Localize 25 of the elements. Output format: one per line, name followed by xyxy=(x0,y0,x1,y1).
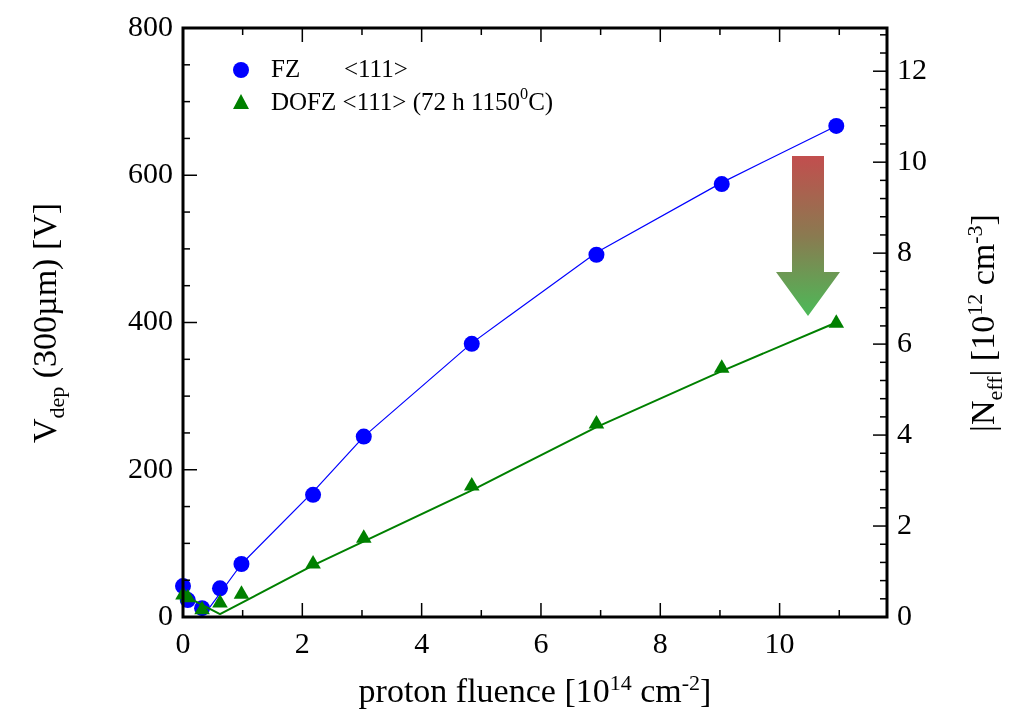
legend-label: FZ <111> xyxy=(271,54,408,82)
y-tick-label: 0 xyxy=(158,597,173,631)
y2-tick-label: 10 xyxy=(897,143,927,177)
x-tick-label: 6 xyxy=(533,625,549,659)
y-tick-label: 400 xyxy=(128,303,173,337)
x-axis-title: proton fluence [10$^{14}$ cm$^{-2}$] xyxy=(358,669,712,711)
y-tick-label: 600 xyxy=(128,156,173,190)
y2-tick-label: 4 xyxy=(897,415,912,449)
point xyxy=(828,117,845,134)
point xyxy=(828,314,845,328)
y2-tick-label: 0 xyxy=(897,597,912,631)
y-tick-label: 800 xyxy=(128,8,173,42)
point xyxy=(233,585,250,599)
point xyxy=(212,594,228,608)
y2-tick-label: 8 xyxy=(897,234,912,268)
point xyxy=(305,486,322,503)
y-tick-label: 200 xyxy=(128,450,173,484)
point xyxy=(713,176,730,193)
x-tick-label: 2 xyxy=(294,625,310,659)
x-tick-label: 10 xyxy=(764,625,795,659)
y2-tick-label: 12 xyxy=(897,52,927,86)
x-tick-label: 4 xyxy=(414,625,430,659)
y2-tick-label: 6 xyxy=(897,324,912,358)
y2-tick-label: 2 xyxy=(897,506,912,540)
x-tick-label: 8 xyxy=(652,625,668,659)
